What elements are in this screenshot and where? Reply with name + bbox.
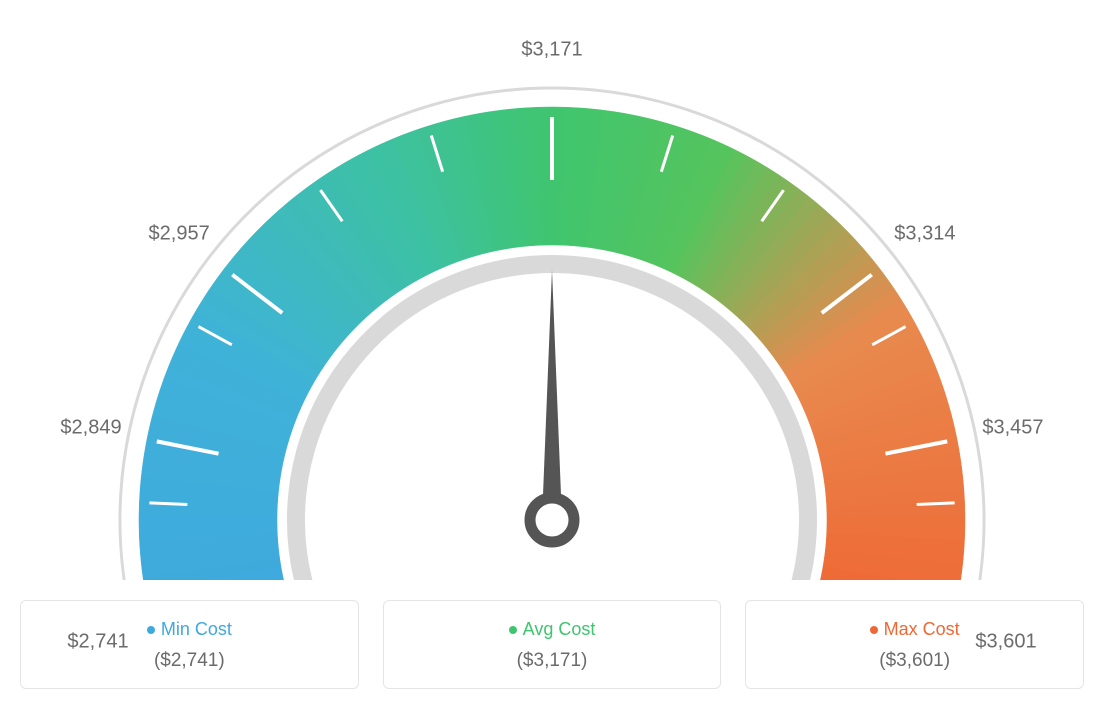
legend-avg-title-text: Avg Cost	[523, 619, 596, 639]
legend-avg-value: ($3,171)	[394, 650, 711, 672]
dot-icon	[509, 626, 517, 634]
legend-max-title-text: Max Cost	[884, 619, 960, 639]
legend-avg-title: Avg Cost	[394, 619, 711, 640]
gauge-svg	[20, 20, 1084, 580]
legend-card-avg: Avg Cost ($3,171)	[383, 600, 722, 689]
gauge-tick-label: $3,457	[982, 417, 1043, 440]
gauge-tick-label: $3,171	[521, 39, 582, 62]
gauge-tick-label: $3,601	[975, 630, 1036, 653]
legend-row: Min Cost ($2,741) Avg Cost ($3,171) Max …	[20, 600, 1084, 689]
gauge-tick-label: $3,314	[894, 222, 955, 245]
gauge-tick-label: $2,957	[149, 222, 210, 245]
dot-icon	[870, 626, 878, 634]
legend-min-title-text: Min Cost	[161, 619, 232, 639]
gauge-chart-container: $2,741 $2,849 $2,957 $3,171 $3,314 $3,457 $3,6…	[20, 20, 1084, 689]
gauge-area: $2,741$2,849$2,957$3,171$3,314$3,457$3,6…	[20, 20, 1084, 580]
dot-icon	[147, 626, 155, 634]
gauge-tick-label: $2,849	[60, 417, 121, 440]
gauge-tick-label: $2,741	[67, 630, 128, 653]
legend-max-value: ($3,601)	[756, 650, 1073, 672]
legend-min-value: ($2,741)	[31, 650, 348, 672]
